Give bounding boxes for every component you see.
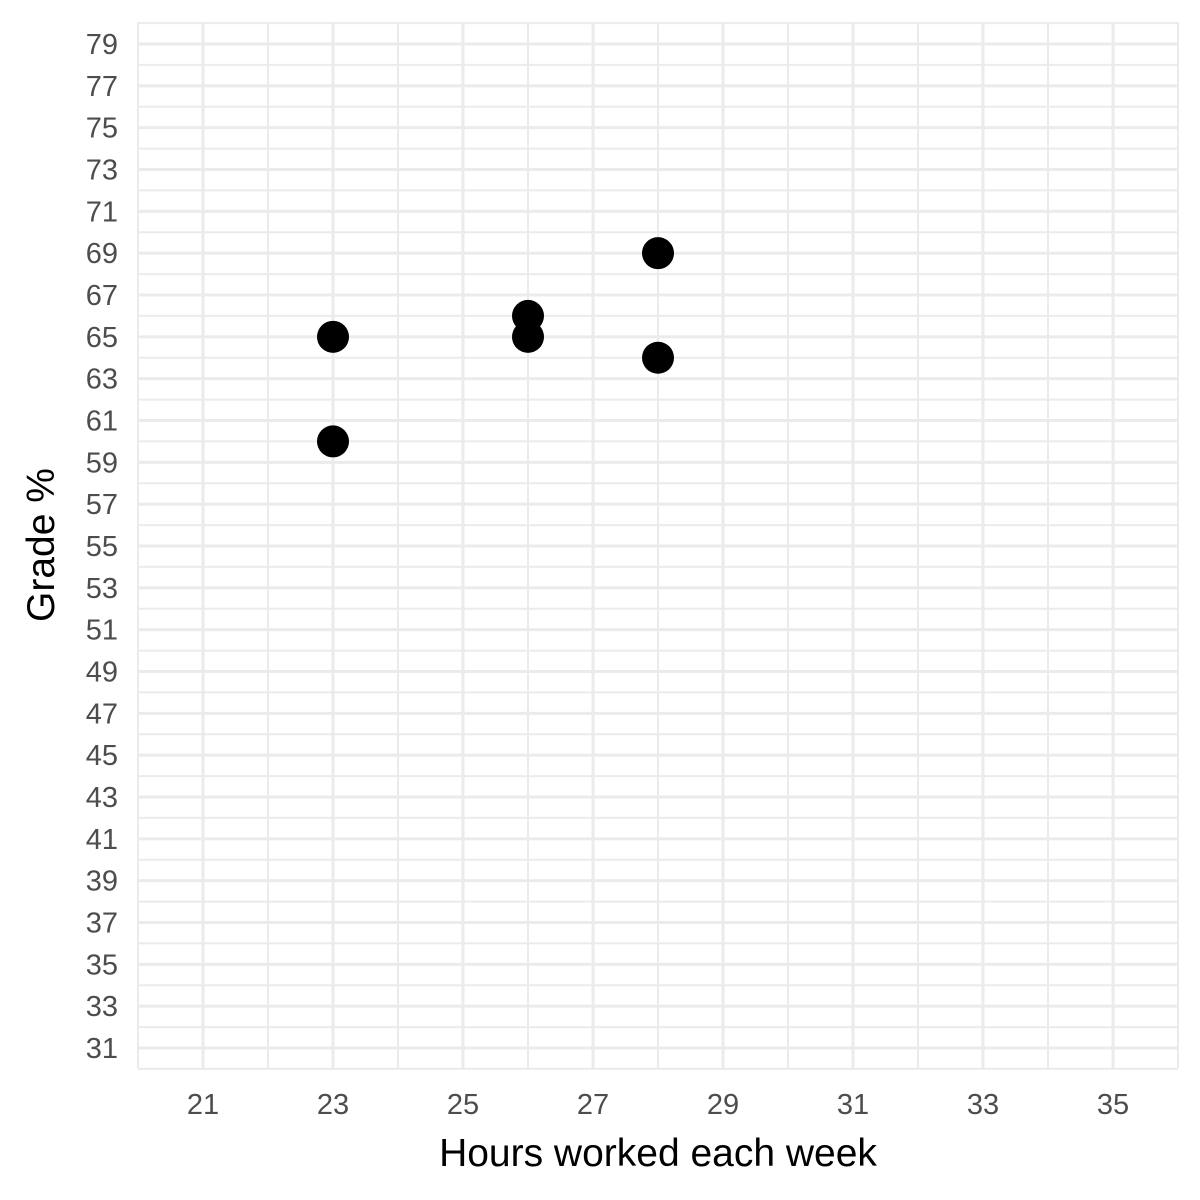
y-tick-label: 69 [86,238,118,270]
y-tick-label: 47 [86,698,118,730]
points-layer [317,237,674,458]
data-point [642,341,674,374]
data-point [317,320,349,353]
x-tick-label: 23 [317,1089,349,1121]
y-tick-label: 43 [86,782,118,814]
tick-label-layer: 21 23 25 27 29 31 33 35 31 33 35 37 39 41 43 45 47 49 51 53… [86,29,1129,1121]
y-tick-label: 55 [86,531,118,563]
y-tick-label: 77 [86,71,118,103]
y-tick-label: 61 [86,406,118,438]
y-tick-label: 59 [86,447,118,479]
x-tick-label: 29 [707,1089,739,1121]
y-tick-label: 35 [86,949,118,981]
data-point [642,237,674,270]
y-tick-label: 71 [86,196,118,228]
y-tick-label: 75 [86,113,118,145]
y-tick-label: 57 [86,489,118,521]
x-tick-label: 27 [577,1089,609,1121]
y-axis-title: Grade % [20,468,63,622]
y-tick-label: 79 [86,29,118,61]
y-tick-label: 37 [86,908,118,940]
x-tick-label: 33 [967,1089,999,1121]
y-tick-label: 31 [86,1033,118,1065]
y-tick-label: 63 [86,364,118,396]
y-tick-label: 67 [86,280,118,312]
data-point [317,425,349,458]
y-tick-label: 49 [86,657,118,689]
data-point [512,320,544,353]
x-axis-title: Hours worked each week [439,1132,877,1175]
y-tick-label: 51 [86,615,118,647]
x-tick-label: 31 [837,1089,869,1121]
y-tick-label: 33 [86,991,118,1023]
y-tick-label: 41 [86,824,118,856]
y-tick-label: 45 [86,740,118,772]
y-tick-label: 39 [86,866,118,898]
x-tick-label: 35 [1097,1089,1129,1121]
grid-layer [137,22,1179,1070]
x-tick-label: 21 [187,1089,219,1121]
x-tick-label: 25 [447,1089,479,1121]
y-tick-label: 73 [86,155,118,187]
y-tick-label: 53 [86,573,118,605]
y-tick-label: 65 [86,322,118,354]
